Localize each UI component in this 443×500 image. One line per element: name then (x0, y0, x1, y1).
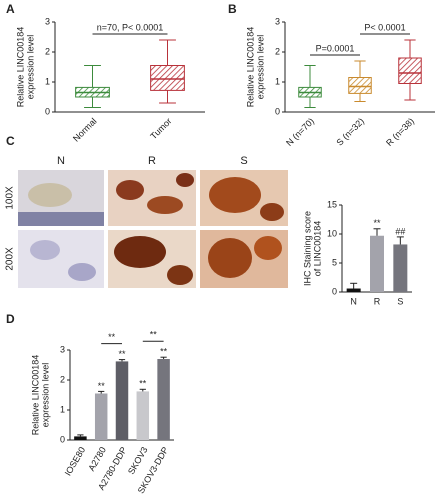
ihc-images (18, 170, 288, 288)
image-column-label: S (240, 155, 247, 167)
bar (346, 288, 361, 292)
image-row-label: 200X (5, 247, 16, 271)
bar (94, 393, 108, 440)
bracket-label: P=0.0001 (316, 43, 355, 53)
y-axis-label: expression level (25, 35, 35, 100)
x-tick-label: R (n=38) (384, 116, 416, 148)
y-axis-label: IHC Staining score (302, 211, 312, 286)
x-tick-label: S (397, 296, 403, 306)
y-axis-label: expression level (40, 363, 50, 428)
ihc-texture (208, 238, 252, 278)
ihc-texture (116, 180, 144, 200)
y-tick-label: 2 (45, 46, 50, 56)
bar (157, 359, 170, 440)
ihc-image (18, 230, 104, 288)
ihc-texture (147, 196, 183, 214)
y-axis-label: Relative LINC00184 (15, 27, 25, 108)
ihc-texture (30, 240, 60, 260)
panel-label: A (6, 2, 15, 16)
panel-label: C (6, 134, 15, 148)
ihc-texture (167, 265, 193, 285)
ihc-texture (209, 177, 261, 213)
y-tick-label: 3 (275, 16, 280, 26)
significance-mark: ** (160, 347, 168, 357)
ihc-texture (260, 203, 284, 221)
significance-mark: ** (139, 379, 147, 389)
significance-mark: ## (395, 226, 405, 236)
ihc-texture (114, 236, 166, 268)
image-row-label: 100X (5, 186, 16, 210)
x-tick-label: IOSE80 (63, 445, 87, 477)
y-axis-label: expression level (255, 35, 265, 100)
x-tick-label: Tumor (148, 116, 173, 141)
panel-label: D (6, 312, 15, 326)
y-tick-label: 0 (60, 434, 65, 444)
box (348, 77, 372, 94)
y-tick-label: 15 (327, 199, 337, 209)
y-tick-label: 3 (60, 344, 65, 354)
bar (115, 361, 129, 440)
significance-mark: ** (373, 218, 381, 228)
bracket-label: n=70, P< 0.0001 (97, 22, 164, 32)
ihc-texture (28, 183, 72, 207)
bracket-label: P< 0.0001 (364, 22, 405, 32)
box (150, 65, 185, 91)
y-tick-label: 1 (60, 404, 65, 414)
y-tick-label: 10 (327, 228, 337, 238)
panel-label: B (228, 2, 237, 16)
y-tick-label: 0 (275, 106, 280, 116)
y-tick-label: 0 (332, 286, 337, 296)
ihc-texture (68, 263, 96, 281)
x-tick-label: Normal (71, 116, 99, 144)
bracket-label: ** (150, 330, 158, 340)
x-tick-label: N (n=70) (284, 116, 316, 148)
bar (393, 244, 408, 292)
y-tick-label: 5 (332, 257, 337, 267)
y-tick-label: 0 (45, 106, 50, 116)
y-axis-label: of LINC00184 (312, 221, 322, 277)
significance-mark: ** (118, 349, 126, 359)
y-tick-label: 1 (275, 76, 280, 86)
significance-mark: ** (98, 381, 106, 391)
y-tick-label: 3 (45, 16, 50, 26)
y-tick-label: 1 (45, 76, 50, 86)
x-tick-label: A2780 (86, 445, 108, 473)
image-column-label: R (148, 155, 156, 167)
bracket-label: ** (108, 332, 116, 342)
y-axis-label: Relative LINC00184 (245, 27, 255, 108)
ihc-texture (176, 173, 194, 187)
bar (136, 391, 150, 440)
y-axis-label: Relative LINC00184 (30, 355, 40, 436)
ihc-texture (254, 236, 282, 260)
y-tick-label: 2 (275, 46, 280, 56)
x-tick-label: S (n=32) (334, 116, 366, 148)
bar (74, 436, 87, 440)
box (398, 57, 422, 84)
x-tick-label: R (374, 296, 381, 306)
x-tick-label: N (350, 296, 357, 306)
y-tick-label: 2 (60, 374, 65, 384)
image-column-label: N (57, 155, 65, 167)
bar (370, 235, 384, 292)
ihc-texture (18, 212, 104, 226)
